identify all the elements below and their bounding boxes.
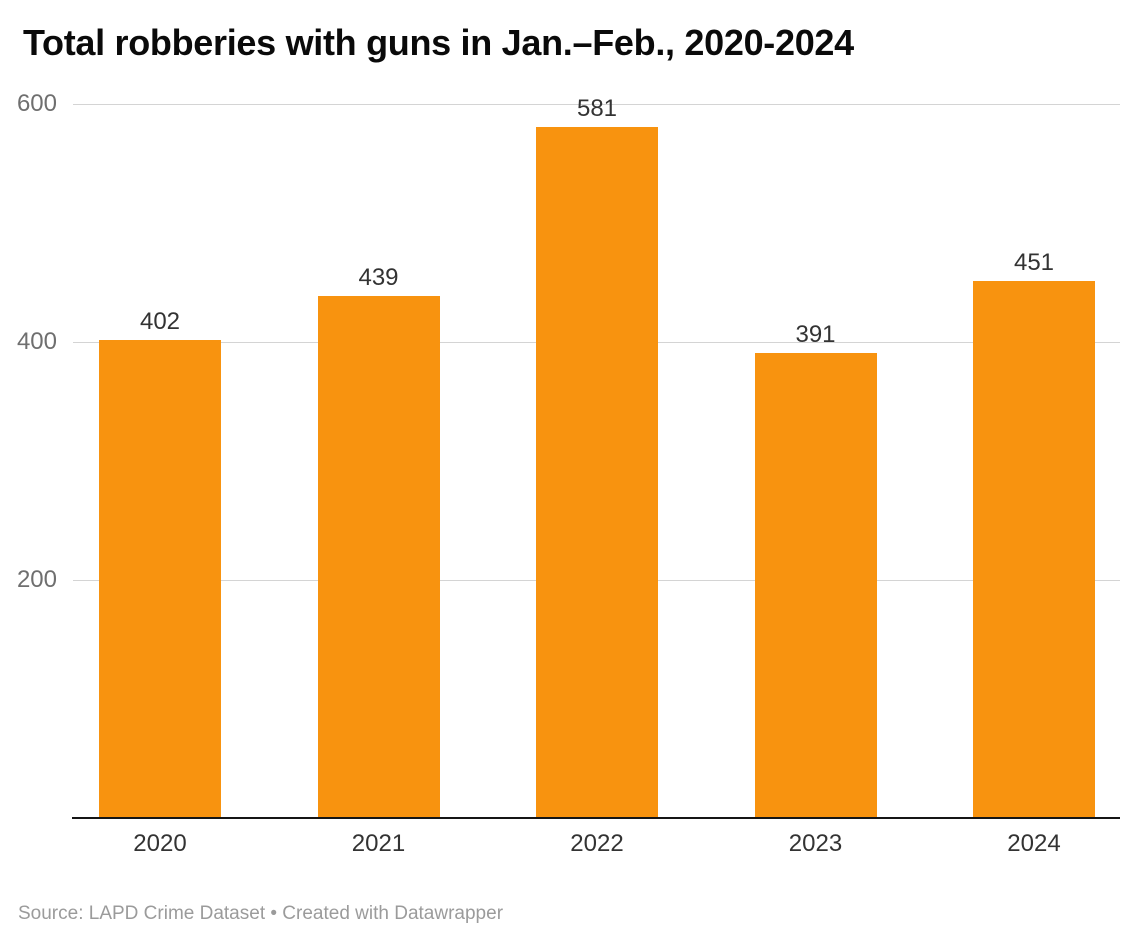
x-axis-label-2022: 2022 — [570, 830, 624, 857]
chart-title: Total robberies with guns in Jan.–Feb., … — [23, 22, 854, 63]
x-axis-label-2020: 2020 — [133, 830, 187, 857]
value-label-2022: 581 — [576, 94, 618, 122]
bar-2024: 451 2024 — [973, 251, 1095, 856]
y-tick-label-200: 200 — [16, 566, 57, 593]
value-label-2024: 451 — [1013, 249, 1055, 277]
bar-2020: 402 2020 — [99, 309, 221, 856]
bar-2023: 391 2023 — [754, 322, 877, 856]
gridline-600 — [73, 104, 1120, 105]
bar-2021: 439 2021 — [317, 265, 440, 856]
x-axis-baseline — [72, 816, 1120, 819]
value-label-2023: 391 — [795, 320, 836, 348]
x-axis-label-2023: 2023 — [788, 830, 843, 857]
bars-row: 402 2020 439 2021 581 2022 391 2023 451 2024 — [99, 96, 1095, 856]
value-label-2020: 402 — [139, 307, 181, 335]
bar-2022: 581 2022 — [536, 96, 658, 856]
x-axis-label-2024: 2024 — [1007, 830, 1061, 857]
value-label-2021: 439 — [358, 263, 399, 291]
y-tick-label-400: 400 — [16, 327, 57, 355]
y-tick-label-600: 600 — [16, 90, 57, 117]
x-axis-label-2021: 2021 — [351, 830, 406, 857]
source-attribution: Source: LAPD Crime Dataset • Created wit… — [18, 903, 504, 924]
plot-area: 600 400 200 402 2020 439 2021 581 2022 391 2023 45… — [17, 92, 1120, 856]
